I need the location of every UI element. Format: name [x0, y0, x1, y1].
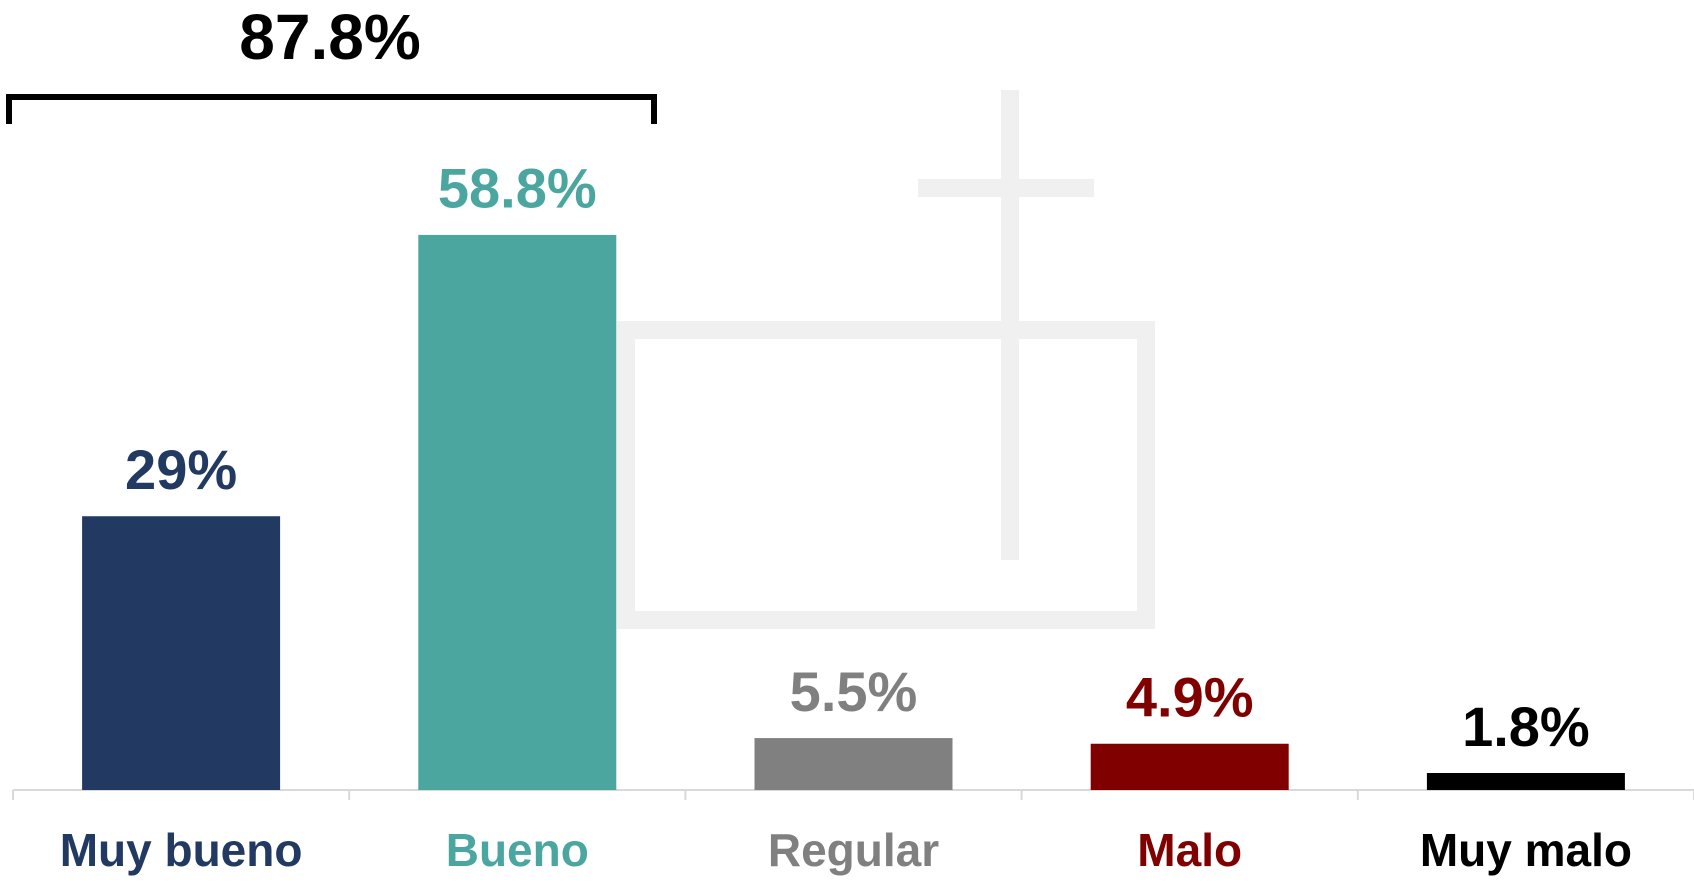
data-label: 1.8%: [1462, 695, 1590, 758]
data-label: 29%: [125, 438, 237, 501]
data-label: 5.5%: [790, 660, 918, 723]
x-tick-label: Muy bueno: [60, 824, 303, 876]
bar: [82, 516, 281, 790]
bracket: [6, 94, 657, 124]
x-tick-label: Regular: [768, 824, 939, 876]
data-label: 58.8%: [438, 157, 597, 220]
data-label: 4.9%: [1126, 666, 1254, 729]
bar: [1090, 743, 1289, 790]
bar: [754, 738, 953, 790]
bar: [418, 234, 617, 791]
annotation: 87.8%: [239, 1, 420, 73]
bar: [1426, 773, 1625, 790]
x-tick-label: Bueno: [446, 824, 589, 876]
watermark: [617, 90, 1155, 629]
x-tick-label: Muy malo: [1420, 824, 1632, 876]
x-tick-label: Malo: [1137, 824, 1242, 876]
